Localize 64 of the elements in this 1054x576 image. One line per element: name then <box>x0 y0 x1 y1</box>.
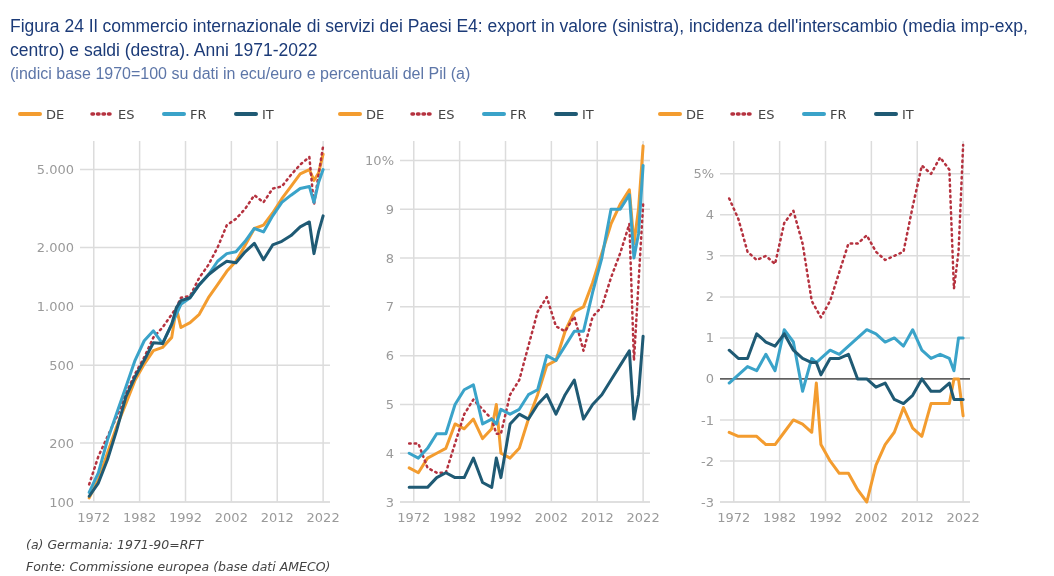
y-tick-label: -1 <box>701 412 714 428</box>
x-tick-label: 1982 <box>123 510 157 525</box>
x-tick-label: 2002 <box>214 510 248 525</box>
legend-label: ES <box>438 106 455 122</box>
source-note: Fonte: Commissione europea (base dati AMECO) <box>26 558 332 576</box>
y-tick-label: 8 <box>385 250 394 266</box>
x-tick-label: 2002 <box>534 510 568 525</box>
x-tick-label: 1972 <box>717 510 751 525</box>
x-tick-label: 1982 <box>763 510 797 525</box>
y-tick-label: 1.000 <box>36 298 74 314</box>
y-tick-label: 200 <box>49 435 74 451</box>
text: Figura 24 Il commercio internazionale di servizi dei Paesi E4: export in valore (sinistra), incidenza dell'interscambio (media imp-exp, centro) e saldi (destra). Anni 1971-2022 <box>10 16 1028 60</box>
line-series <box>407 334 645 489</box>
line-series <box>727 332 965 406</box>
x-tick-label: 2002 <box>854 510 888 525</box>
y-tick-label: 4 <box>385 445 394 461</box>
y-tick-label: 1 <box>705 330 714 346</box>
line-series <box>87 214 325 498</box>
y-tick-label: 4 <box>705 207 714 223</box>
x-tick-label: 2022 <box>946 510 980 525</box>
y-tick-label: 5 <box>385 396 394 412</box>
legend-label: FR <box>190 106 207 122</box>
line-series <box>727 143 965 319</box>
legend-label: ES <box>758 106 775 122</box>
legend-label: FR <box>510 106 527 122</box>
legend-label: IT <box>902 106 914 122</box>
x-tick-label: 2012 <box>900 510 934 525</box>
x-tick-label: 1982 <box>443 510 477 525</box>
x-tick-label: 1992 <box>488 510 523 525</box>
y-tick-label: 100 <box>49 494 74 510</box>
legend-label: IT <box>262 106 274 122</box>
x-tick-label: 2012 <box>260 510 294 525</box>
legend-label: IT <box>582 106 594 122</box>
x-tick-label: 1992 <box>168 510 203 525</box>
x-tick-label: 2022 <box>626 510 660 525</box>
y-tick-label: 2 <box>705 289 714 305</box>
text: (a) Germania: 1971-90=RFT <box>26 536 205 554</box>
legend-label: DE <box>686 106 705 122</box>
legend-label: DE <box>46 106 65 122</box>
y-tick-label: 9 <box>385 201 394 217</box>
y-tick-label: 3 <box>705 248 714 264</box>
y-tick-label: 2.000 <box>36 240 74 255</box>
y-tick-label: -2 <box>701 453 714 469</box>
y-tick-label: -3 <box>701 494 714 510</box>
y-tick-label: 5.000 <box>36 162 74 178</box>
y-tick-label: 500 <box>49 357 74 373</box>
line-series <box>727 328 965 393</box>
y-tick-label: 5% <box>693 166 714 182</box>
line-series <box>727 377 965 504</box>
line-series <box>407 203 645 474</box>
y-tick-label: 0 <box>705 371 714 387</box>
chart-subtitle: (indici base 1970=100 su dati in ecu/euro e percentuali del Pil (a) <box>10 64 472 84</box>
x-tick-label: 1972 <box>77 510 111 525</box>
x-tick-label: 1992 <box>808 510 843 525</box>
y-tick-label: 3 <box>385 494 394 510</box>
y-tick-label: 10% <box>365 153 394 169</box>
y-tick-label: 7 <box>385 299 394 315</box>
legend-label: DE <box>366 106 385 122</box>
x-tick-label: 2022 <box>306 510 340 525</box>
y-tick-label: 6 <box>385 348 394 364</box>
x-tick-label: 2012 <box>580 510 614 525</box>
x-tick-label: 1972 <box>397 510 431 525</box>
legend-label: FR <box>830 106 847 122</box>
legend-label: ES <box>118 106 135 122</box>
